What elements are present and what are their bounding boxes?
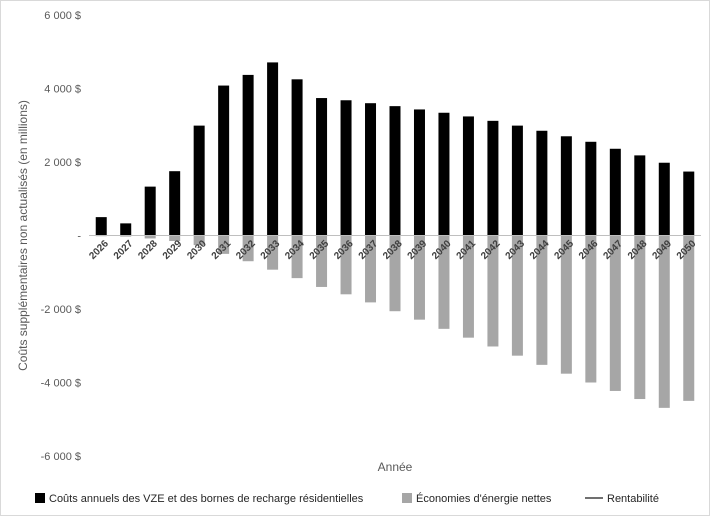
savings-bar xyxy=(536,235,548,365)
y-tick-label: 4 000 $ xyxy=(44,84,81,96)
cost-bar xyxy=(487,120,499,236)
savings-bar xyxy=(144,235,156,239)
cost-bar xyxy=(340,100,352,236)
legend: Coûts annuels des VZE et des bornes de r… xyxy=(35,492,659,505)
savings-bar xyxy=(365,235,377,303)
x-tick-label: 2027 xyxy=(112,238,136,262)
savings-bar xyxy=(487,235,499,347)
legend-label-savings: Économies d'énergie nettes xyxy=(416,492,552,505)
savings-bar xyxy=(120,235,132,237)
cost-bar xyxy=(536,130,548,236)
savings-bar xyxy=(658,235,670,408)
cost-bar xyxy=(462,116,474,236)
cost-bar xyxy=(120,223,132,236)
savings-bar xyxy=(683,235,695,401)
y-tick-label: 2 000 $ xyxy=(44,157,81,169)
savings-bar xyxy=(389,235,401,312)
savings-bar xyxy=(560,235,572,374)
savings-bar xyxy=(169,235,181,242)
cost-bar xyxy=(389,106,401,236)
savings-bar xyxy=(242,235,254,262)
cost-bar xyxy=(169,171,181,236)
cost-bar xyxy=(193,125,205,236)
cost-bar xyxy=(609,148,621,236)
y-tick-label: - xyxy=(77,231,81,243)
y-tick-label: -6 000 $ xyxy=(41,451,81,463)
savings-bar xyxy=(511,235,523,356)
y-tick-label: -2 000 $ xyxy=(41,304,81,316)
x-axis-title: Année xyxy=(378,460,413,474)
legend-label-breakeven: Rentabilité xyxy=(607,493,659,505)
legend-swatch-savings xyxy=(402,493,412,503)
x-tick-label: 2026 xyxy=(87,238,111,262)
x-tick-label: 2028 xyxy=(136,238,160,262)
savings-bar xyxy=(585,235,597,383)
savings-bar xyxy=(634,235,646,400)
cost-bar xyxy=(413,109,425,236)
cost-bar xyxy=(365,103,377,236)
cost-bar xyxy=(511,125,523,236)
cost-bar xyxy=(218,85,230,236)
cost-bar xyxy=(242,74,254,236)
savings-bars xyxy=(95,235,695,408)
savings-bar xyxy=(291,235,303,279)
y-axis-ticks: 6 000 $ 4 000 $ 2 000 $ - -2 000 $ -4 000 $ -6… xyxy=(41,10,82,463)
cost-bar xyxy=(95,217,107,236)
cost-bar xyxy=(585,141,597,236)
savings-bar xyxy=(267,235,279,270)
savings-bar xyxy=(413,235,425,320)
y-tick-label: 6 000 $ xyxy=(44,10,81,22)
cost-bar xyxy=(267,62,279,236)
cost-bars xyxy=(95,62,695,236)
cost-bar xyxy=(634,155,646,236)
cost-bar xyxy=(291,79,303,236)
savings-bar xyxy=(316,235,328,287)
savings-bar xyxy=(438,235,450,329)
savings-bar xyxy=(340,235,352,295)
savings-bar xyxy=(193,235,205,246)
y-axis-title: Coûts supplémentaires non actualisés (en… xyxy=(16,100,30,371)
cost-bar xyxy=(658,162,670,236)
savings-bar xyxy=(462,235,474,338)
cost-bar xyxy=(438,112,450,236)
cost-bar xyxy=(144,186,156,236)
savings-bar xyxy=(609,235,621,391)
cost-bar xyxy=(316,98,328,236)
legend-label-costs: Coûts annuels des VZE et des bornes de r… xyxy=(49,493,364,505)
x-tick-label: 2029 xyxy=(161,238,185,262)
cost-bar xyxy=(560,136,572,236)
cost-bar xyxy=(683,171,695,236)
savings-bar xyxy=(218,235,230,254)
y-tick-label: -4 000 $ xyxy=(41,378,81,390)
legend-swatch-costs xyxy=(35,493,45,503)
x-tick-label: 2031 xyxy=(210,238,234,262)
x-tick-label: 2030 xyxy=(185,238,209,262)
